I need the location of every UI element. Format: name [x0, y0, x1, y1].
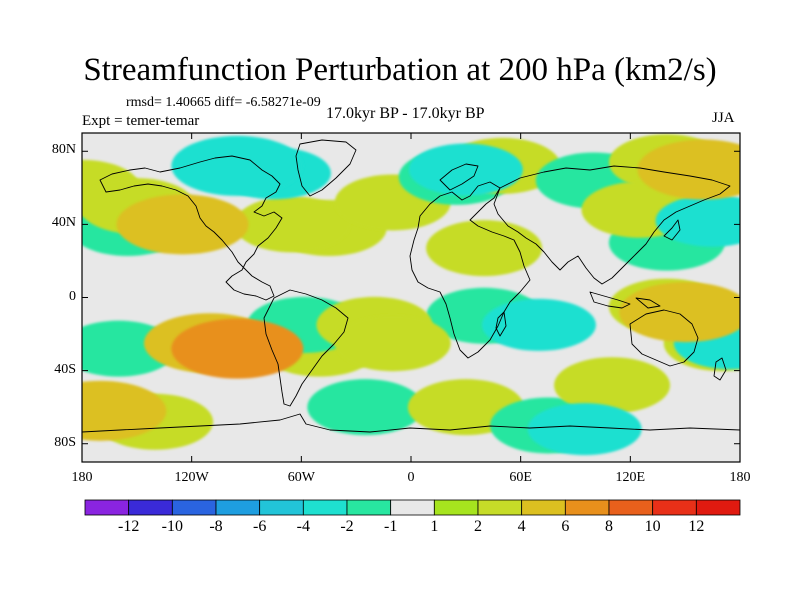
coastline-indonesia: [589, 291, 661, 309]
lat-label: 0: [69, 288, 76, 304]
coastline-australia: [629, 309, 699, 367]
field-region-10: [426, 220, 543, 277]
lat-label: 80N: [51, 142, 76, 158]
colorbar-bin-7: [390, 499, 435, 516]
colorbar-label: -2: [340, 518, 354, 535]
field-region-29: [481, 298, 596, 351]
latitude-ticks: [82, 150, 740, 445]
colorbar-label: 1: [430, 518, 439, 535]
colorbar-label: -10: [161, 518, 183, 535]
field-region-35: [619, 282, 740, 343]
colorbar-bin-5: [302, 499, 348, 516]
colorbar-bin-13: [652, 499, 697, 516]
colorbar-bin-4: [259, 499, 304, 516]
map-title: Streamfunction Perturbation at 200 hPa (…: [83, 52, 717, 88]
lon-label: 60W: [287, 470, 315, 485]
colorbar-label: 2: [474, 518, 482, 535]
coastline-asia: [493, 165, 731, 285]
streamfunction-field: [82, 134, 740, 456]
coastline-madagascar: [495, 311, 507, 337]
lon-label: 180: [71, 470, 93, 485]
field-region-38: [171, 318, 304, 379]
field-region-37: [82, 380, 167, 441]
field-region-27: [408, 143, 523, 196]
field-region-4: [234, 196, 351, 253]
colorbar-bin-14: [695, 499, 741, 516]
period-label: 17.0kyr BP - 17.0kyr BP: [326, 105, 485, 122]
coastline-scandinavia: [439, 163, 479, 191]
lon-label: 120W: [174, 470, 209, 485]
coastline-north-america: [99, 155, 283, 301]
coastline-greenland: [295, 139, 357, 197]
colorbar-label: 12: [688, 518, 705, 535]
colorbar-bin-3: [215, 499, 261, 516]
colorbar-bin-8: [433, 499, 479, 516]
field-region-21: [307, 379, 424, 436]
colorbar-label: -6: [252, 518, 267, 535]
experiment-label: Expt = temer-temar: [82, 113, 200, 129]
colorbar-bin-9: [477, 499, 523, 516]
lon-label: 120E: [615, 470, 646, 485]
field-region-33: [116, 194, 249, 255]
colorbar-label: 6: [561, 518, 570, 535]
coastlines: [82, 139, 740, 433]
colorbar-bin-0: [84, 499, 130, 516]
coastline-new-zealand: [713, 357, 727, 381]
colorbar-bin-1: [128, 499, 173, 516]
coastline-south-america: [263, 289, 349, 407]
colorbar-bin-11: [564, 499, 610, 516]
lat-label: 40N: [51, 215, 76, 231]
field-region-32: [171, 135, 304, 196]
coastline-antarctica: [82, 413, 740, 433]
field-region-20: [334, 315, 451, 372]
field-region-31: [527, 403, 642, 456]
colorbar-label: -8: [209, 518, 223, 535]
lon-label: 0: [407, 470, 415, 485]
lat-label: 40S: [54, 361, 76, 377]
field-region-25: [554, 357, 671, 414]
colorbar-label: -1: [383, 518, 398, 535]
lon-label: 180: [729, 470, 751, 485]
rmsd-diff-stats: rmsd= 1.40665 diff= -6.58271e-09: [126, 95, 321, 110]
coastline-europe-africa: [409, 181, 531, 359]
colorbar-label: -4: [296, 518, 310, 535]
colorbar: [84, 499, 741, 516]
colorbar-bin-10: [521, 499, 566, 516]
longitude-ticks: [81, 133, 741, 462]
colorbar-label: 4: [517, 518, 526, 535]
lon-label: 60E: [509, 470, 532, 485]
field-region-34: [637, 139, 740, 200]
colorbar-label: -12: [117, 518, 140, 535]
colorbar-bin-2: [171, 499, 217, 516]
season-label: JJA: [712, 110, 735, 126]
colorbar-bin-6: [346, 499, 392, 516]
colorbar-bin-12: [608, 499, 654, 516]
lat-label: 80S: [54, 434, 76, 450]
colorbar-label: 8: [605, 518, 613, 535]
coastline-japan: [663, 219, 681, 241]
colorbar-label: 10: [644, 518, 661, 535]
